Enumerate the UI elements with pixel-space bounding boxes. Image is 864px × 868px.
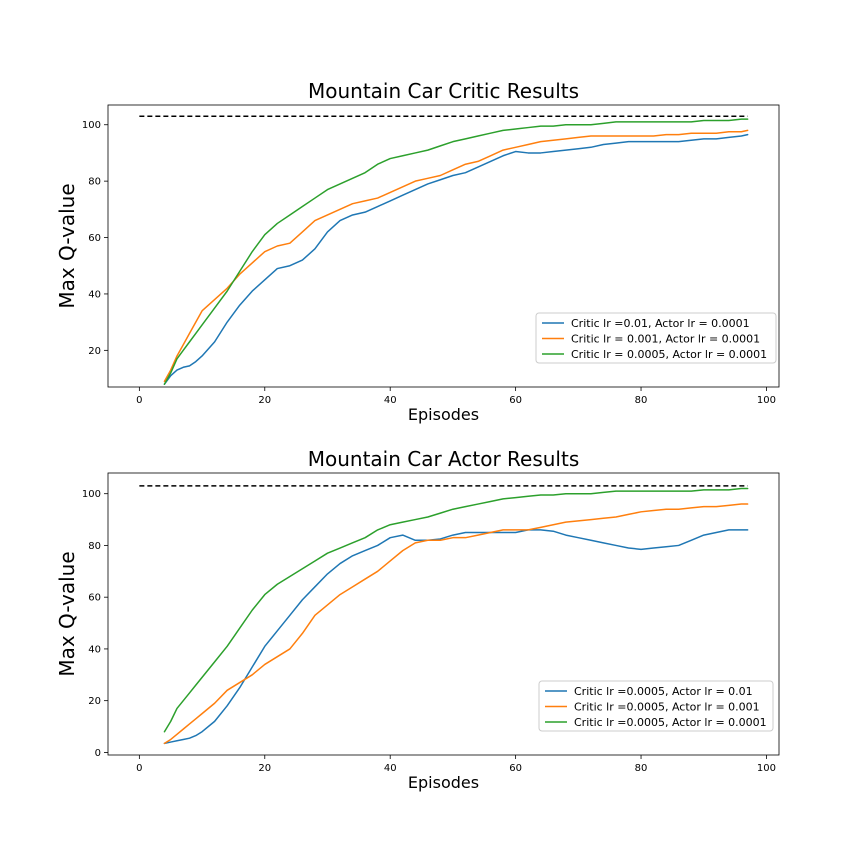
- plot-frame: [107, 104, 780, 388]
- y-tick-label: 60: [88, 593, 101, 604]
- legend-box: [538, 680, 774, 732]
- y-tick-label: 100: [82, 489, 101, 500]
- x-tick-label: 100: [757, 763, 776, 774]
- legend: Critic lr =0.0005, Actor lr = 0.01 Critic…: [538, 680, 774, 732]
- x-tick-label: 20: [258, 763, 271, 774]
- x-tick-label: 60: [509, 395, 522, 406]
- chart-1: Mountain Car Critic Results 0 20 40 60 80 100 2…: [55, 79, 780, 424]
- x-axis-label: Episodes: [408, 405, 479, 424]
- x-tick-label: 0: [136, 763, 142, 774]
- chart-title: Mountain Car Actor Results: [308, 447, 580, 471]
- y-tick-label: 40: [88, 644, 101, 655]
- y-tick-label: 0: [95, 748, 101, 759]
- y-tick-label: 40: [88, 289, 101, 300]
- y-tick-label: 100: [82, 120, 101, 131]
- chart-2: Mountain Car Actor Results 0 20 40 60 80 100 0 2…: [55, 447, 780, 792]
- plot-frame: [107, 472, 780, 756]
- series-line-2: [163, 503, 749, 745]
- legend: Critic lr =0.01, Actor lr = 0.0001 Critic…: [535, 312, 777, 364]
- x-tick-label: 80: [635, 395, 648, 406]
- x-axis-label: Episodes: [408, 773, 479, 792]
- series-line-1: [163, 529, 749, 745]
- y-tick-label: 20: [88, 346, 101, 357]
- series-line-3: [163, 118, 749, 385]
- chart-title: Mountain Car Critic Results: [308, 79, 579, 103]
- legend-label-2: Critic lr = 0.001, Actor lr = 0.0001: [571, 333, 760, 346]
- series-line-3: [163, 487, 749, 733]
- x-tick-label: 40: [384, 763, 397, 774]
- y-axis-label: Max Q-value: [55, 183, 79, 308]
- legend-box: [535, 312, 777, 364]
- y-tick-label: 80: [88, 177, 101, 188]
- legend-label-2: Critic lr =0.0005, Actor lr = 0.001: [574, 701, 760, 714]
- legend-label-1: Critic lr =0.0005, Actor lr = 0.01: [574, 685, 753, 698]
- y-tick-label: 20: [88, 696, 101, 707]
- legend-label-1: Critic lr =0.01, Actor lr = 0.0001: [571, 317, 750, 330]
- x-tick-label: 20: [258, 395, 271, 406]
- legend-label-3: Critic lr =0.0005, Actor lr = 0.0001: [574, 716, 767, 729]
- y-tick-label: 60: [88, 233, 101, 244]
- y-axis-label: Max Q-value: [55, 551, 79, 676]
- series-line-1: [163, 133, 749, 385]
- x-tick-label: 80: [635, 763, 648, 774]
- legend-label-3: Critic lr = 0.0005, Actor lr = 0.0001: [571, 348, 767, 361]
- x-tick-label: 60: [509, 763, 522, 774]
- x-tick-label: 100: [757, 395, 776, 406]
- x-tick-label: 0: [136, 395, 142, 406]
- y-tick-label: 80: [88, 541, 101, 552]
- x-tick-label: 40: [384, 395, 397, 406]
